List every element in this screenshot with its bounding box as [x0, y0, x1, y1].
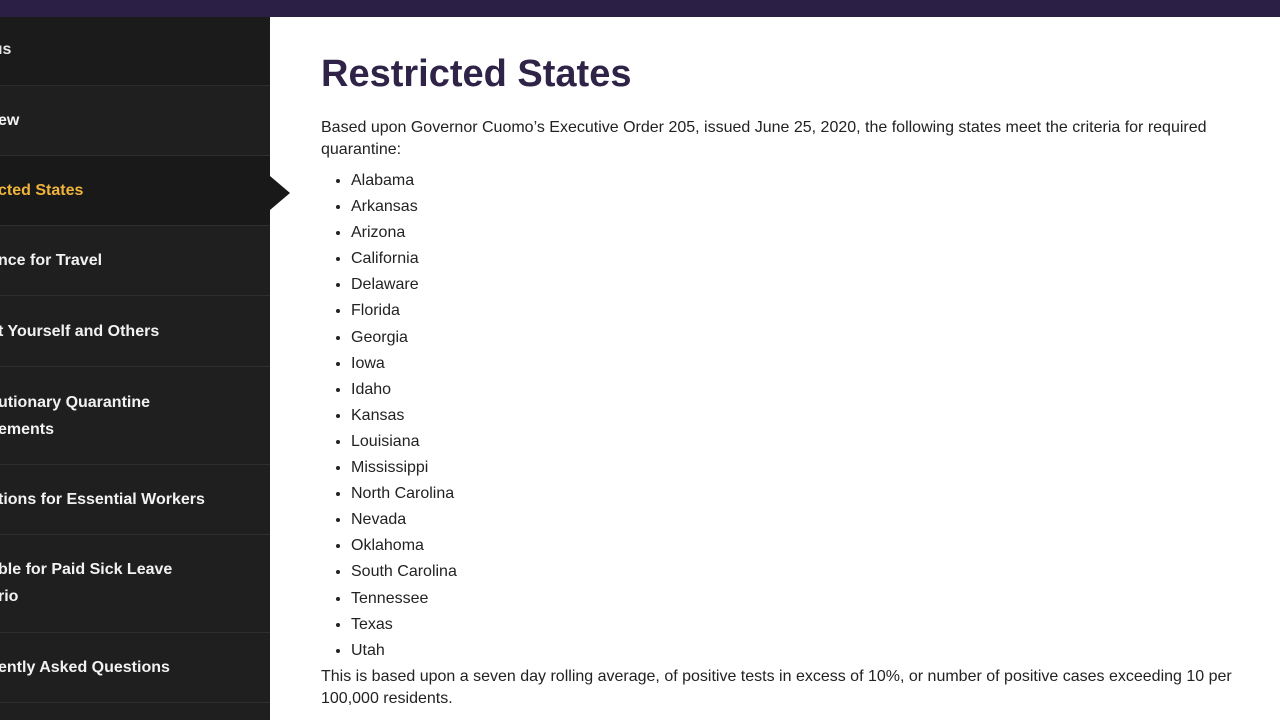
sidebar-nav: ıs ew cted States nce for Travel t Yours…	[0, 17, 270, 720]
sidebar-item-label: ew	[0, 112, 20, 129]
state-list-item: Arizona	[351, 220, 457, 246]
page-title: Restricted States	[321, 53, 632, 95]
state-list-item: Texas	[351, 612, 457, 638]
state-list: AlabamaArkansasArizonaCaliforniaDelaware…	[321, 168, 457, 664]
sidebar-item-protect-yourself[interactable]: t Yourself and Others	[0, 296, 270, 367]
sidebar-item-label-line2: ements	[0, 421, 55, 438]
state-list-item: Kansas	[351, 403, 457, 429]
sidebar-item-label: ently Asked Questions	[0, 659, 170, 676]
state-list-item: Oklahoma	[351, 533, 457, 559]
sidebar-item-guidance-for-travel[interactable]: nce for Travel	[0, 226, 270, 296]
state-list-item: California	[351, 246, 457, 272]
state-list-item: Arkansas	[351, 194, 457, 220]
sidebar-item-exemptions-essential-workers[interactable]: tions for Essential Workers	[0, 465, 270, 535]
sidebar-item-label: cted States	[0, 182, 84, 199]
active-item-arrow-icon	[270, 176, 290, 210]
state-list-item: Iowa	[351, 351, 457, 377]
state-list-item: Idaho	[351, 377, 457, 403]
sidebar-item-label: tions for Essential Workers	[0, 491, 205, 508]
sidebar-item-paid-sick-leave[interactable]: ble for Paid Sick Leave rio	[0, 535, 270, 633]
state-list-item: North Carolina	[351, 481, 457, 507]
sidebar-item-restricted-states[interactable]: cted States	[0, 156, 270, 226]
sidebar-item-label-line1: ble for Paid Sick Leave	[0, 561, 173, 578]
state-list-item: Delaware	[351, 272, 457, 298]
sidebar-header-label: ıs	[0, 41, 12, 58]
sidebar-item-faq[interactable]: ently Asked Questions	[0, 633, 270, 703]
state-list-item: South Carolina	[351, 559, 457, 585]
sidebar-item-label-line1: utionary Quarantine	[0, 394, 151, 411]
sidebar-header: ıs	[0, 17, 270, 86]
state-list-item: Florida	[351, 298, 457, 324]
state-list-item: Tennessee	[351, 586, 457, 612]
state-list-item: Utah	[351, 638, 457, 664]
sidebar-item-precautionary-quarantine[interactable]: utionary Quarantine ements	[0, 367, 270, 465]
footnote-paragraph: This is based upon a seven day rolling a…	[321, 668, 1232, 707]
sidebar-item-label: t Yourself and Others	[0, 323, 160, 340]
sidebar-item-overview[interactable]: ew	[0, 86, 270, 156]
state-list-item: Nevada	[351, 507, 457, 533]
top-bar	[0, 0, 1280, 17]
state-list-item: Georgia	[351, 325, 457, 351]
sidebar-item-label-line2: rio	[0, 588, 19, 605]
sidebar-item-label: nce for Travel	[0, 252, 103, 269]
state-list-item: Louisiana	[351, 429, 457, 455]
intro-paragraph: Based upon Governor Cuomo’s Executive Or…	[321, 119, 1207, 158]
state-list-item: Alabama	[351, 168, 457, 194]
state-list-item: Mississippi	[351, 455, 457, 481]
